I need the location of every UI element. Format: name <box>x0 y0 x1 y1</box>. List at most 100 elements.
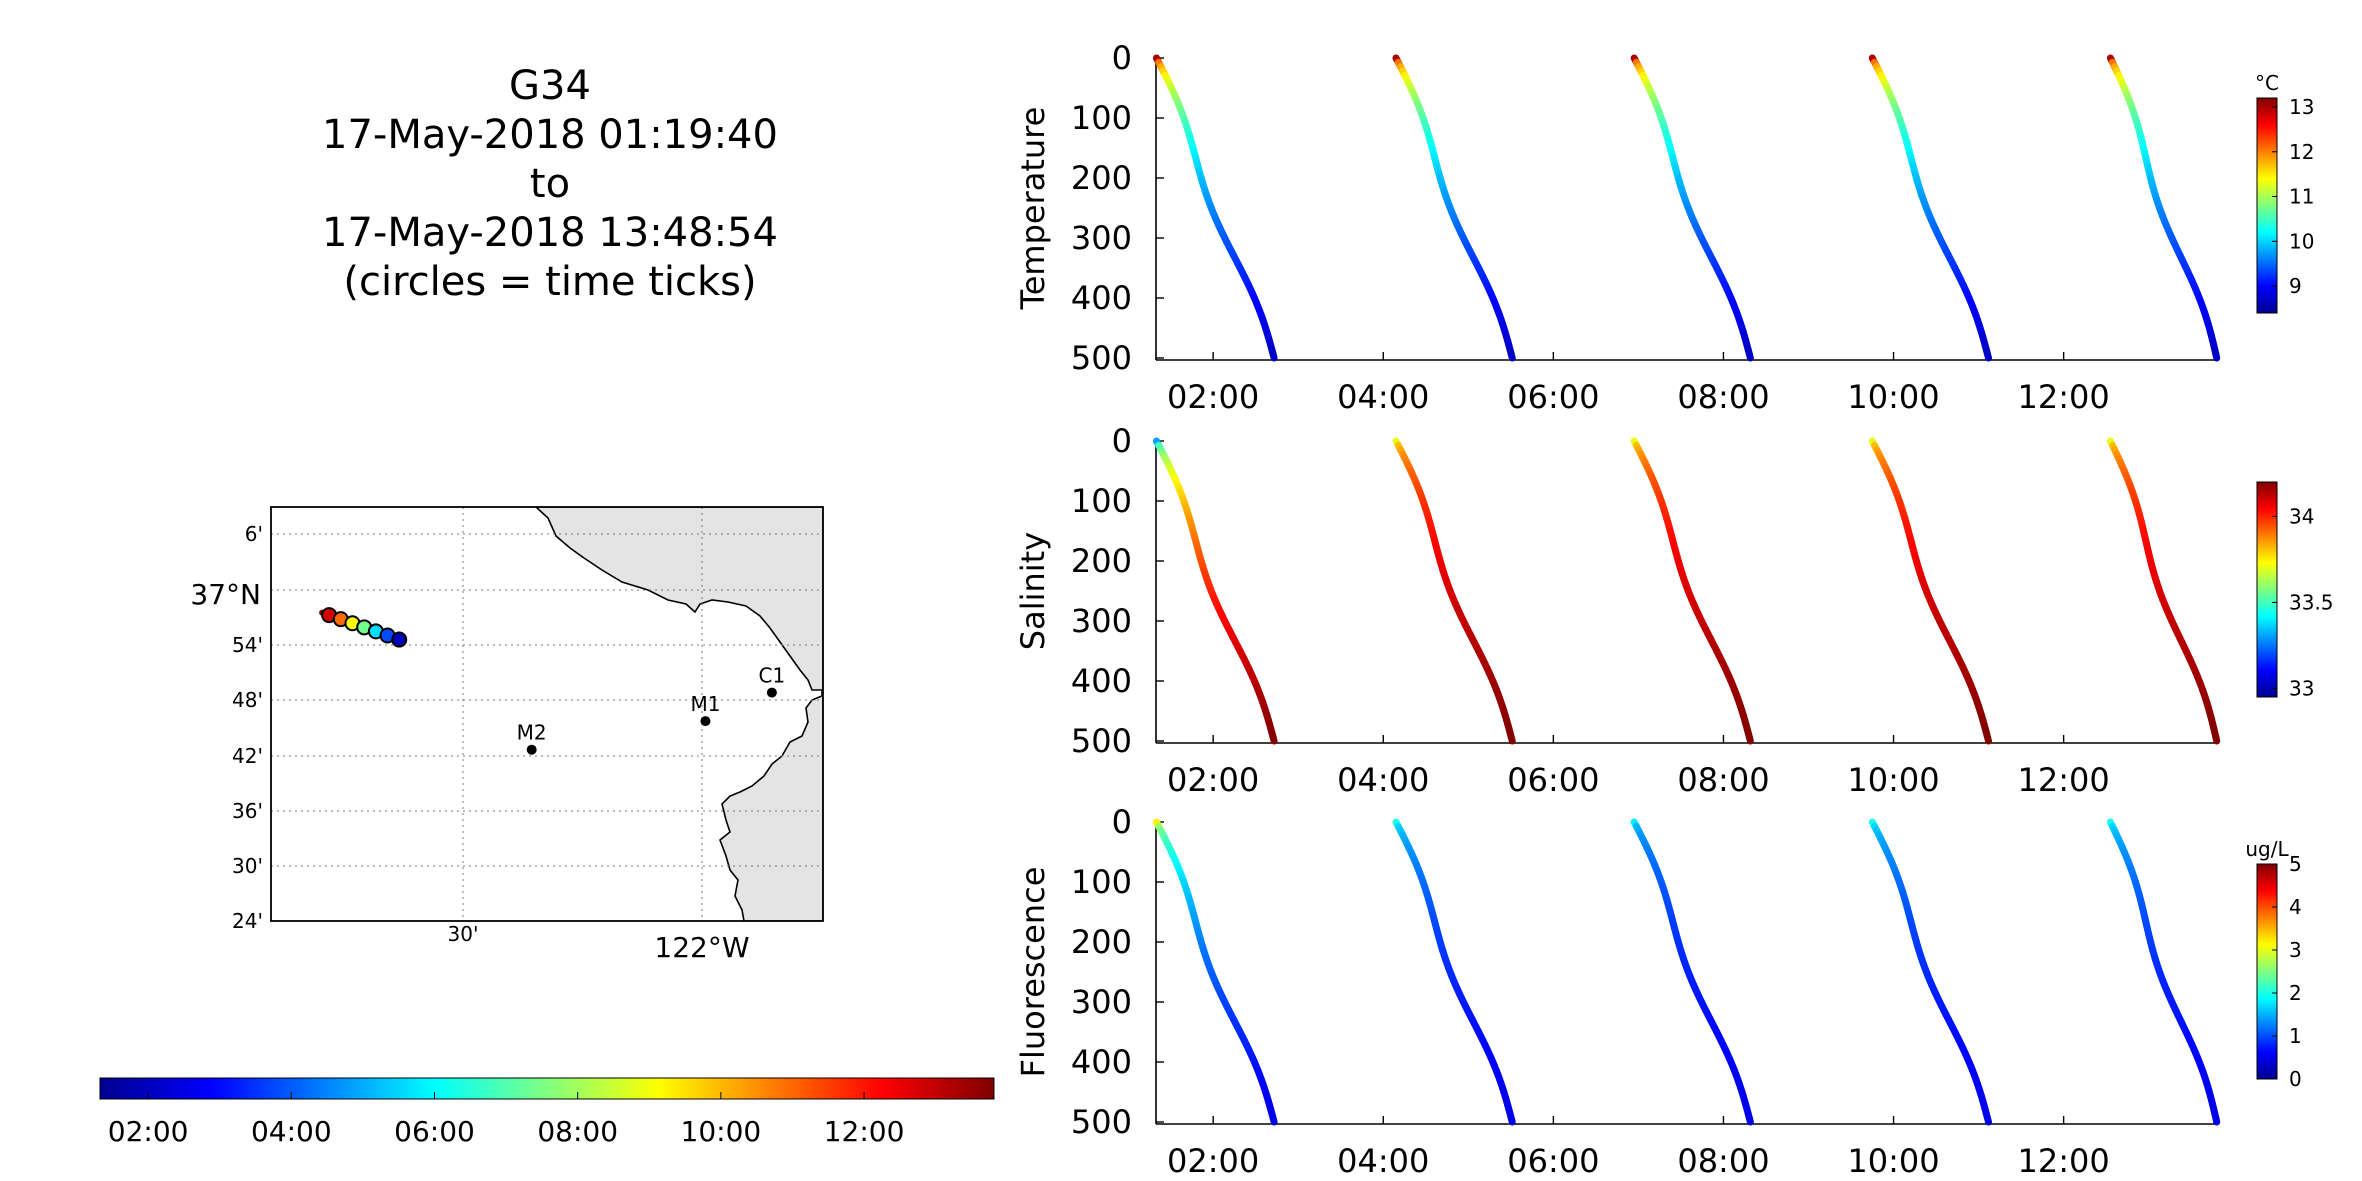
x-tick-label: 02:00 <box>1167 1142 1259 1180</box>
colorbar-tick-label: 9 <box>2289 274 2302 298</box>
y-tick-label: 100 <box>1071 99 1132 137</box>
lon-tick-30: 30' <box>448 922 479 946</box>
colorbar-tick-label: 0 <box>2289 1067 2302 1091</box>
dive-profile-5 <box>2106 437 2221 745</box>
lat-tick-37n: 37°N <box>190 578 261 611</box>
y-axis-label: Fluorescence <box>1014 867 1052 1078</box>
time-colorbar-tick-label: 08:00 <box>537 1115 618 1148</box>
lat-tick-30: 30' <box>232 854 263 878</box>
panel-temperature: 0 100 200 300 400 500 02:00 04:00 06:00 08:00 10:0… <box>1014 39 2314 416</box>
time-colorbar-tick-label: 06:00 <box>394 1115 475 1148</box>
dive-profile-2 <box>1392 54 1516 362</box>
x-tick-label: 02:00 <box>1167 761 1259 799</box>
dive-profile-2 <box>1392 437 1516 745</box>
x-tick-label: 04:00 <box>1337 1142 1429 1180</box>
x-tick-label: 08:00 <box>1677 1142 1769 1180</box>
title-line-start: 17-May-2018 01:19:40 <box>322 112 778 158</box>
profile-segment <box>1745 733 1754 745</box>
y-axis-label: Temperature <box>1014 107 1052 311</box>
dive-profile-1 <box>1152 54 1278 362</box>
y-tick-label: 300 <box>1071 602 1132 640</box>
lat-tick-36: 36' <box>232 799 263 823</box>
x-tick-label: 04:00 <box>1337 378 1429 416</box>
profile-segment <box>2212 733 2221 745</box>
profile-segment <box>1983 350 1993 362</box>
colorbar-tick-label: 34 <box>2289 504 2314 528</box>
dive-profile-5 <box>2106 818 2221 1126</box>
colorbar-tick-label: 2 <box>2289 981 2302 1005</box>
profile-segment <box>1507 1114 1516 1126</box>
dive-profile-3 <box>1630 818 1754 1126</box>
lat-tick-54: 54' <box>232 633 263 657</box>
y-tick-label: 500 <box>1071 339 1132 377</box>
time-colorbar-tick-label: 10:00 <box>681 1115 762 1148</box>
dive-profile-4 <box>1868 437 1993 745</box>
y-tick-label: 200 <box>1071 923 1132 961</box>
station-marker-c1 <box>766 687 777 698</box>
profile-segment <box>1507 733 1516 745</box>
x-tick-label: 08:00 <box>1677 761 1769 799</box>
dive-profile-1 <box>1152 437 1278 745</box>
station-label-m2: M2 <box>517 721 547 745</box>
y-tick-label: 500 <box>1071 1103 1132 1141</box>
title-line-end: 17-May-2018 13:48:54 <box>322 210 778 256</box>
x-tick-label: 02:00 <box>1167 378 1259 416</box>
profile-segment <box>1269 733 1278 745</box>
colorbar-tick-label: 13 <box>2289 95 2314 119</box>
y-axis-label: Salinity <box>1014 532 1052 650</box>
map-panel: 6' 37°N 54' 48' 42' 36' 30' 24' 30' 122°… <box>190 506 824 964</box>
title-line-to: to <box>529 161 571 207</box>
time-colorbar-tick-label: 04:00 <box>251 1115 332 1148</box>
dive-profile-3 <box>1630 54 1754 362</box>
colorbar-tick-label: 11 <box>2289 185 2314 209</box>
lat-tick-48: 48' <box>232 688 263 712</box>
dive-profile-4 <box>1868 818 1993 1126</box>
title-line-glider: G34 <box>509 63 591 109</box>
y-tick-label: 300 <box>1071 219 1132 257</box>
colorbar-tick-label: 3 <box>2289 938 2302 962</box>
x-tick-label: 06:00 <box>1507 378 1599 416</box>
map-frame <box>270 506 824 922</box>
colorbar-fluorescence <box>2256 863 2278 1080</box>
mooring-stations: M2 M1 C1 <box>517 664 786 755</box>
title-line-note: (circles = time ticks) <box>343 259 757 305</box>
profile-segment <box>1507 350 1516 362</box>
profile-segment <box>1269 350 1278 362</box>
colorbar-salinity <box>2256 481 2278 698</box>
y-tick-label: 200 <box>1071 542 1132 580</box>
y-tick-label: 500 <box>1071 722 1132 760</box>
colorbar-unit: ug/L <box>2245 837 2289 861</box>
y-tick-label: 100 <box>1071 863 1132 901</box>
y-tick-label: 100 <box>1071 482 1132 520</box>
figure-title: G34 17-May-2018 01:19:40 to 17-May-2018 … <box>200 62 900 307</box>
lat-tick-42: 42' <box>232 744 263 768</box>
station-marker-m1 <box>700 716 711 727</box>
x-tick-label: 06:00 <box>1507 1142 1599 1180</box>
dive-profile-2 <box>1392 818 1516 1126</box>
dive-profile-5 <box>2106 54 2221 362</box>
profile-segment <box>1745 1114 1754 1126</box>
colorbar-unit: °C <box>2255 71 2279 95</box>
y-tick-label: 0 <box>1112 803 1132 841</box>
time-colorbar: 02:00 04:00 06:00 08:00 10:00 12:00 <box>99 1077 995 1148</box>
x-tick-label: 08:00 <box>1677 378 1769 416</box>
dive-profile-1 <box>1152 818 1278 1126</box>
y-tick-label: 0 <box>1112 39 1132 77</box>
x-tick-label: 04:00 <box>1337 761 1429 799</box>
profile-segment <box>1269 1114 1278 1126</box>
y-tick-label: 400 <box>1071 279 1132 317</box>
station-marker-m2 <box>526 744 537 755</box>
lat-tick-24: 24' <box>232 909 263 933</box>
panel-salinity: 0 100 200 300 400 500 02:00 04:00 06:00 08:00 10:0… <box>1014 422 2334 799</box>
station-label-c1: C1 <box>759 664 786 688</box>
profile-segment <box>2212 1114 2221 1126</box>
profile-segment <box>1745 350 1754 362</box>
station-label-m1: M1 <box>690 692 720 716</box>
colorbar-tick-label: 1 <box>2289 1024 2302 1048</box>
coastline-land <box>534 507 823 921</box>
dive-profile-3 <box>1630 437 1754 745</box>
lat-tick-6: 6' <box>245 522 263 546</box>
x-tick-label: 12:00 <box>2018 761 2110 799</box>
